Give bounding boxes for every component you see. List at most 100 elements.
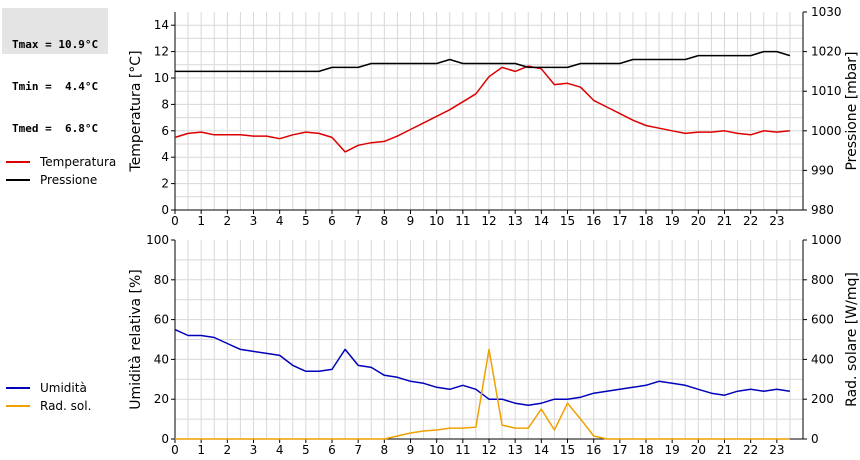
x-axis-tick-label: 13 xyxy=(508,214,523,228)
left-axis-title: Umidità relativa [%] xyxy=(128,269,144,410)
x-axis-tick-label: 14 xyxy=(534,214,549,228)
x-axis-tick-label: 16 xyxy=(586,443,601,457)
x-axis-tick-label: 16 xyxy=(586,214,601,228)
left-axis-title: Temperatura [°C] xyxy=(128,50,144,172)
x-axis-tick-label: 2 xyxy=(224,214,232,228)
legend-label-pressione: Pressione xyxy=(40,173,98,187)
x-axis-tick-label: 2 xyxy=(224,443,232,457)
x-axis-tick-label: 19 xyxy=(665,214,680,228)
right-axis-tick-label: 600 xyxy=(811,313,834,327)
tmax-value: Tmax = 10.9°C xyxy=(12,38,99,51)
left-axis-tick-label: 20 xyxy=(154,392,169,406)
right-axis-title: Rad. solare [W/mq] xyxy=(844,272,860,407)
right-axis-tick-label: 1000 xyxy=(811,124,842,138)
legend-swatch-rad-sol xyxy=(6,405,30,407)
x-axis-tick-label: 3 xyxy=(250,214,258,228)
x-axis-tick-label: 12 xyxy=(481,443,496,457)
right-axis-title: Pressione [mbar] xyxy=(844,51,860,170)
left-axis-tick-label: 12 xyxy=(154,45,169,59)
left-axis-tick-label: 2 xyxy=(161,177,169,191)
x-axis-tick-label: 17 xyxy=(612,214,627,228)
legend-label-temperatura: Temperatura xyxy=(40,155,117,169)
series-temperatura-line xyxy=(174,65,790,153)
x-axis-tick-label: 17 xyxy=(612,443,627,457)
legend-label-umidita: Umidità xyxy=(40,381,87,395)
x-axis-tick-label: 1 xyxy=(197,214,205,228)
x-axis-tick-label: 22 xyxy=(743,214,758,228)
x-axis-tick-label: 11 xyxy=(455,214,470,228)
x-axis-tick-label: 8 xyxy=(381,443,389,457)
stats-box: Tmax = 10.9°C Tmin = 4.4°C Tmed = 6.8°C xyxy=(2,8,108,135)
x-axis-tick-label: 10 xyxy=(429,443,444,457)
x-axis-tick-label: 21 xyxy=(717,214,732,228)
left-axis-tick-label: 4 xyxy=(161,150,169,164)
x-axis-tick-label: 5 xyxy=(302,443,310,457)
x-axis-tick-label: 11 xyxy=(455,443,470,457)
x-axis-tick-label: 15 xyxy=(560,214,575,228)
x-axis-tick-label: 21 xyxy=(717,443,732,457)
legend-swatch-umidita xyxy=(6,387,30,389)
x-axis-tick-label: 0 xyxy=(171,443,179,457)
legend-top: Temperatura Pressione xyxy=(6,153,116,189)
right-axis-tick-label: 980 xyxy=(811,203,834,217)
x-axis-tick-label: 23 xyxy=(769,214,784,228)
x-axis-tick-label: 6 xyxy=(328,443,336,457)
legend-item-rad-sol: Rad. sol. xyxy=(6,397,91,415)
right-axis-tick-label: 1030 xyxy=(811,5,842,19)
x-axis-tick-label: 3 xyxy=(250,443,258,457)
right-axis-tick-label: 800 xyxy=(811,273,834,287)
right-axis-tick-label: 0 xyxy=(811,432,819,446)
legend-item-umidita: Umidità xyxy=(6,379,91,397)
x-axis-tick-label: 13 xyxy=(508,443,523,457)
x-axis-tick-label: 15 xyxy=(560,443,575,457)
x-axis-tick-label: 9 xyxy=(407,214,415,228)
x-axis-tick-label: 14 xyxy=(534,443,549,457)
x-axis-tick-label: 1 xyxy=(197,443,205,457)
right-axis-tick-label: 200 xyxy=(811,392,834,406)
left-axis-tick-label: 14 xyxy=(154,18,169,32)
series-rad-sol-line xyxy=(175,348,790,440)
x-axis-tick-label: 6 xyxy=(328,214,336,228)
x-axis-tick-label: 0 xyxy=(171,214,179,228)
left-axis-tick-label: 100 xyxy=(146,233,169,247)
left-axis-tick-label: 6 xyxy=(161,124,169,138)
x-axis-tick-label: 18 xyxy=(638,443,653,457)
x-axis-tick-label: 9 xyxy=(407,443,415,457)
x-axis-tick-label: 10 xyxy=(429,214,444,228)
legend-item-temperatura: Temperatura xyxy=(6,153,116,171)
right-axis-tick-label: 1020 xyxy=(811,45,842,59)
legend-bottom: Umidità Rad. sol. xyxy=(6,379,91,415)
left-axis-tick-label: 10 xyxy=(154,71,169,85)
left-axis-tick-label: 40 xyxy=(154,352,169,366)
series-pressione-line xyxy=(175,50,791,73)
left-axis-tick-label: 0 xyxy=(161,432,169,446)
left-axis-tick-label: 8 xyxy=(161,97,169,111)
x-axis-tick-label: 5 xyxy=(302,214,310,228)
x-axis-tick-label: 7 xyxy=(354,443,362,457)
left-axis-tick-label: 60 xyxy=(154,313,169,327)
x-axis-tick-label: 22 xyxy=(743,443,758,457)
right-axis-tick-label: 1000 xyxy=(811,233,842,247)
x-axis-tick-label: 23 xyxy=(769,443,784,457)
tmed-value: Tmed = 6.8°C xyxy=(12,122,99,135)
right-axis-tick-label: 400 xyxy=(811,352,834,366)
left-axis-tick-label: 0 xyxy=(161,203,169,217)
tmin-value: Tmin = 4.4°C xyxy=(12,80,99,93)
x-axis-tick-label: 4 xyxy=(276,443,284,457)
legend-swatch-temperatura xyxy=(6,161,30,163)
legend-label-rad-sol: Rad. sol. xyxy=(40,399,92,413)
x-axis-tick-label: 8 xyxy=(381,214,389,228)
x-axis-tick-label: 20 xyxy=(691,214,706,228)
legend-item-pressione: Pressione xyxy=(6,171,116,189)
x-axis-tick-label: 18 xyxy=(638,214,653,228)
x-axis-tick-label: 7 xyxy=(354,214,362,228)
x-axis-tick-label: 4 xyxy=(276,214,284,228)
right-axis-tick-label: 1010 xyxy=(811,84,842,98)
x-axis-tick-label: 12 xyxy=(481,214,496,228)
legend-swatch-pressione xyxy=(6,179,30,181)
left-axis-tick-label: 80 xyxy=(154,273,169,287)
x-axis-tick-label: 19 xyxy=(665,443,680,457)
x-axis-tick-label: 20 xyxy=(691,443,706,457)
right-axis-tick-label: 990 xyxy=(811,163,834,177)
